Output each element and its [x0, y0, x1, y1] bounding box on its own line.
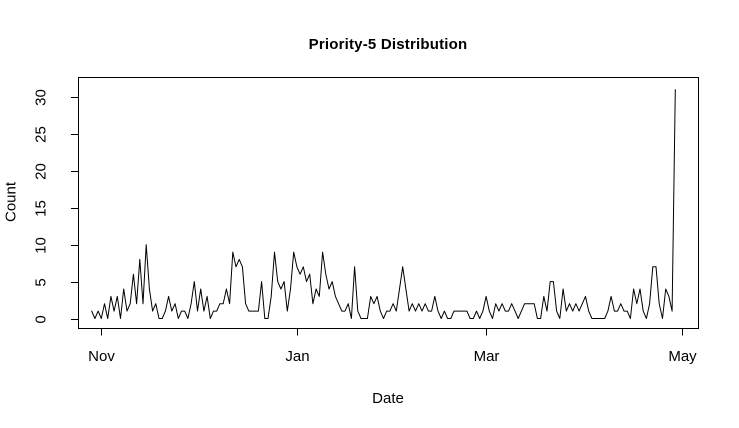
x-tick-label: Nov [88, 348, 115, 365]
y-tick-label: 20 [32, 163, 49, 180]
y-tick-label: 30 [32, 89, 49, 106]
y-tick-label: 10 [32, 237, 49, 254]
y-tick-label: 25 [32, 126, 49, 143]
plot-box [78, 77, 699, 329]
y-tick-label: 0 [32, 315, 49, 323]
y-tick-label: 15 [32, 200, 49, 217]
y-tick-label: 5 [32, 278, 49, 286]
x-tick-label: Mar [474, 348, 500, 365]
x-axis-title: Date [372, 390, 404, 407]
series-line [91, 89, 676, 319]
x-tick-label: Jan [285, 348, 309, 365]
chart-title: Priority-5 Distribution [308, 36, 468, 53]
x-tick-label: May [668, 348, 697, 365]
